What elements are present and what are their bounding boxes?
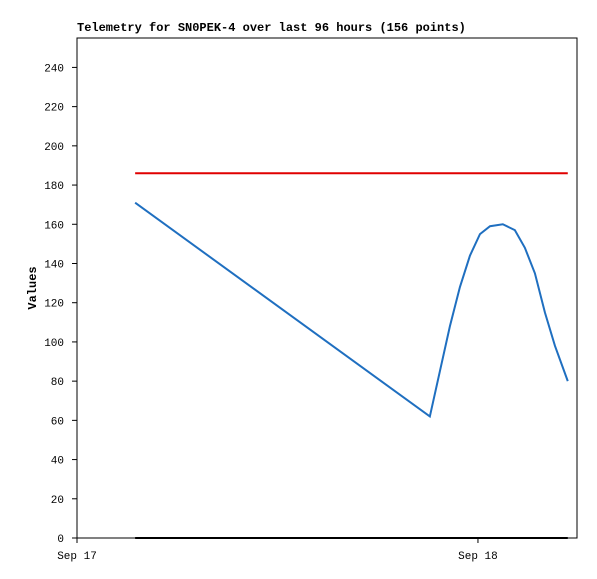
y-tick-label: 40: [51, 456, 64, 468]
x-tick-label: Sep 17: [57, 551, 97, 563]
chart-title: Telemetry for SN0PEK-4 over last 96 hour…: [77, 21, 466, 35]
y-tick-label: 120: [44, 299, 64, 311]
y-axis-label: Values: [26, 266, 40, 309]
y-tick-label: 240: [44, 63, 64, 75]
y-tick-label: 20: [51, 495, 64, 507]
y-tick-label: 0: [57, 534, 64, 546]
series-line: [134, 201, 569, 419]
y-tick-label: 200: [44, 142, 64, 154]
y-tick-label: 220: [44, 103, 64, 115]
plot-frame: [76, 37, 578, 539]
y-tick-label: 80: [51, 377, 64, 389]
x-tick-label: Sep 18: [458, 551, 498, 563]
y-tick-label: 160: [44, 220, 64, 232]
y-tick-label: 60: [51, 416, 64, 428]
y-tick-label: 180: [44, 181, 64, 193]
y-tick-label: 100: [44, 338, 64, 350]
y-tick-label: 140: [44, 259, 64, 271]
